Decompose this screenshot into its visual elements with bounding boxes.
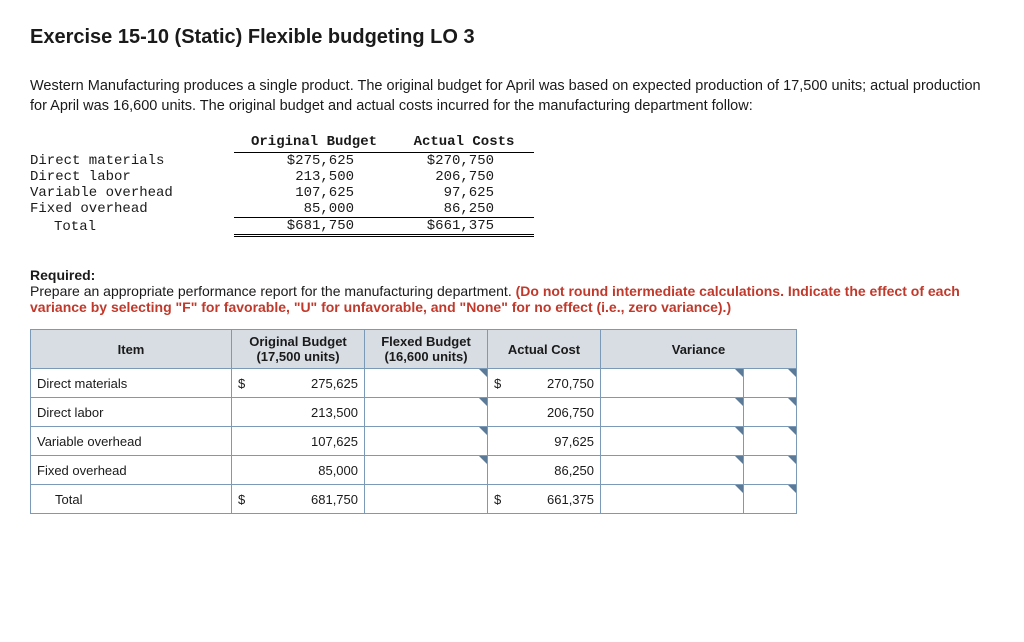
row-orig: 213,500 [234, 169, 394, 185]
intro-paragraph: Western Manufacturing produces a single … [30, 77, 994, 116]
grid-var-total[interactable] [601, 485, 744, 514]
row-act: 206,750 [394, 169, 534, 185]
page-title: Exercise 15-10 (Static) Flexible budgeti… [30, 26, 994, 49]
grid-var-input[interactable] [601, 369, 744, 398]
row-label: Direct materials [30, 153, 234, 170]
grid-flex-total [365, 485, 488, 514]
table-row: Direct materials $275,625 $270,750 [31, 369, 797, 398]
grid-var-input[interactable] [601, 456, 744, 485]
grid-orig: 107,625 [232, 427, 365, 456]
row-label-total: Total [30, 218, 234, 236]
row-label: Fixed overhead [30, 201, 234, 218]
grid-fu-input[interactable] [744, 427, 797, 456]
grid-header-var: Variance [601, 330, 797, 369]
grid-orig: 213,500 [232, 398, 365, 427]
grid-act-total: $661,375 [488, 485, 601, 514]
grid-item: Fixed overhead [31, 456, 232, 485]
row-label: Direct labor [30, 169, 234, 185]
grid-fu-input[interactable] [744, 456, 797, 485]
grid-fu-input[interactable] [744, 369, 797, 398]
grid-act: 97,625 [488, 427, 601, 456]
grid-fu-total[interactable] [744, 485, 797, 514]
row-orig: 107,625 [234, 185, 394, 201]
grid-flex-input[interactable] [365, 398, 488, 427]
row-act: 86,250 [394, 201, 534, 218]
grid-item: Variable overhead [31, 427, 232, 456]
table-row: Variable overhead 107,625 97,625 [31, 427, 797, 456]
row-orig: $275,625 [234, 153, 394, 170]
grid-fu-input[interactable] [744, 398, 797, 427]
row-act: 97,625 [394, 185, 534, 201]
grid-header-flex: Flexed Budget (16,600 units) [365, 330, 488, 369]
row-act-total: $661,375 [394, 218, 534, 236]
grid-orig: $275,625 [232, 369, 365, 398]
grid-act: 86,250 [488, 456, 601, 485]
grid-flex-input[interactable] [365, 369, 488, 398]
required-text: Prepare an appropriate performance repor… [30, 283, 516, 299]
table-row: Fixed overhead 85,000 86,250 [31, 456, 797, 485]
grid-flex-input[interactable] [365, 427, 488, 456]
grid-orig-total: $681,750 [232, 485, 365, 514]
grid-item: Direct materials [31, 369, 232, 398]
required-label: Required: [30, 267, 95, 283]
mono-header-blank [30, 134, 234, 153]
grid-orig: 85,000 [232, 456, 365, 485]
grid-header-act: Actual Cost [488, 330, 601, 369]
budget-cost-table: Original Budget Actual Costs Direct mate… [30, 134, 534, 237]
table-row: Direct labor 213,500 206,750 [30, 169, 534, 185]
mono-header-orig: Original Budget [234, 134, 394, 153]
table-row-total: Total $681,750 $661,375 [31, 485, 797, 514]
table-row: Direct materials $275,625 $270,750 [30, 153, 534, 170]
grid-item: Direct labor [31, 398, 232, 427]
required-block: Required: Prepare an appropriate perform… [30, 267, 994, 315]
row-orig: 85,000 [234, 201, 394, 218]
table-row: Variable overhead 107,625 97,625 [30, 185, 534, 201]
grid-item-total: Total [31, 485, 232, 514]
row-label: Variable overhead [30, 185, 234, 201]
grid-act: $270,750 [488, 369, 601, 398]
grid-flex-input[interactable] [365, 456, 488, 485]
grid-header-item: Item [31, 330, 232, 369]
mono-header-act: Actual Costs [394, 134, 534, 153]
row-act: $270,750 [394, 153, 534, 170]
row-orig-total: $681,750 [234, 218, 394, 236]
table-row: Fixed overhead 85,000 86,250 [30, 201, 534, 218]
grid-var-input[interactable] [601, 427, 744, 456]
grid-header-orig: Original Budget (17,500 units) [232, 330, 365, 369]
performance-report-table: Item Original Budget (17,500 units) Flex… [30, 329, 797, 514]
table-row: Direct labor 213,500 206,750 [31, 398, 797, 427]
table-row-total: Total $681,750 $661,375 [30, 218, 534, 236]
grid-act: 206,750 [488, 398, 601, 427]
grid-var-input[interactable] [601, 398, 744, 427]
